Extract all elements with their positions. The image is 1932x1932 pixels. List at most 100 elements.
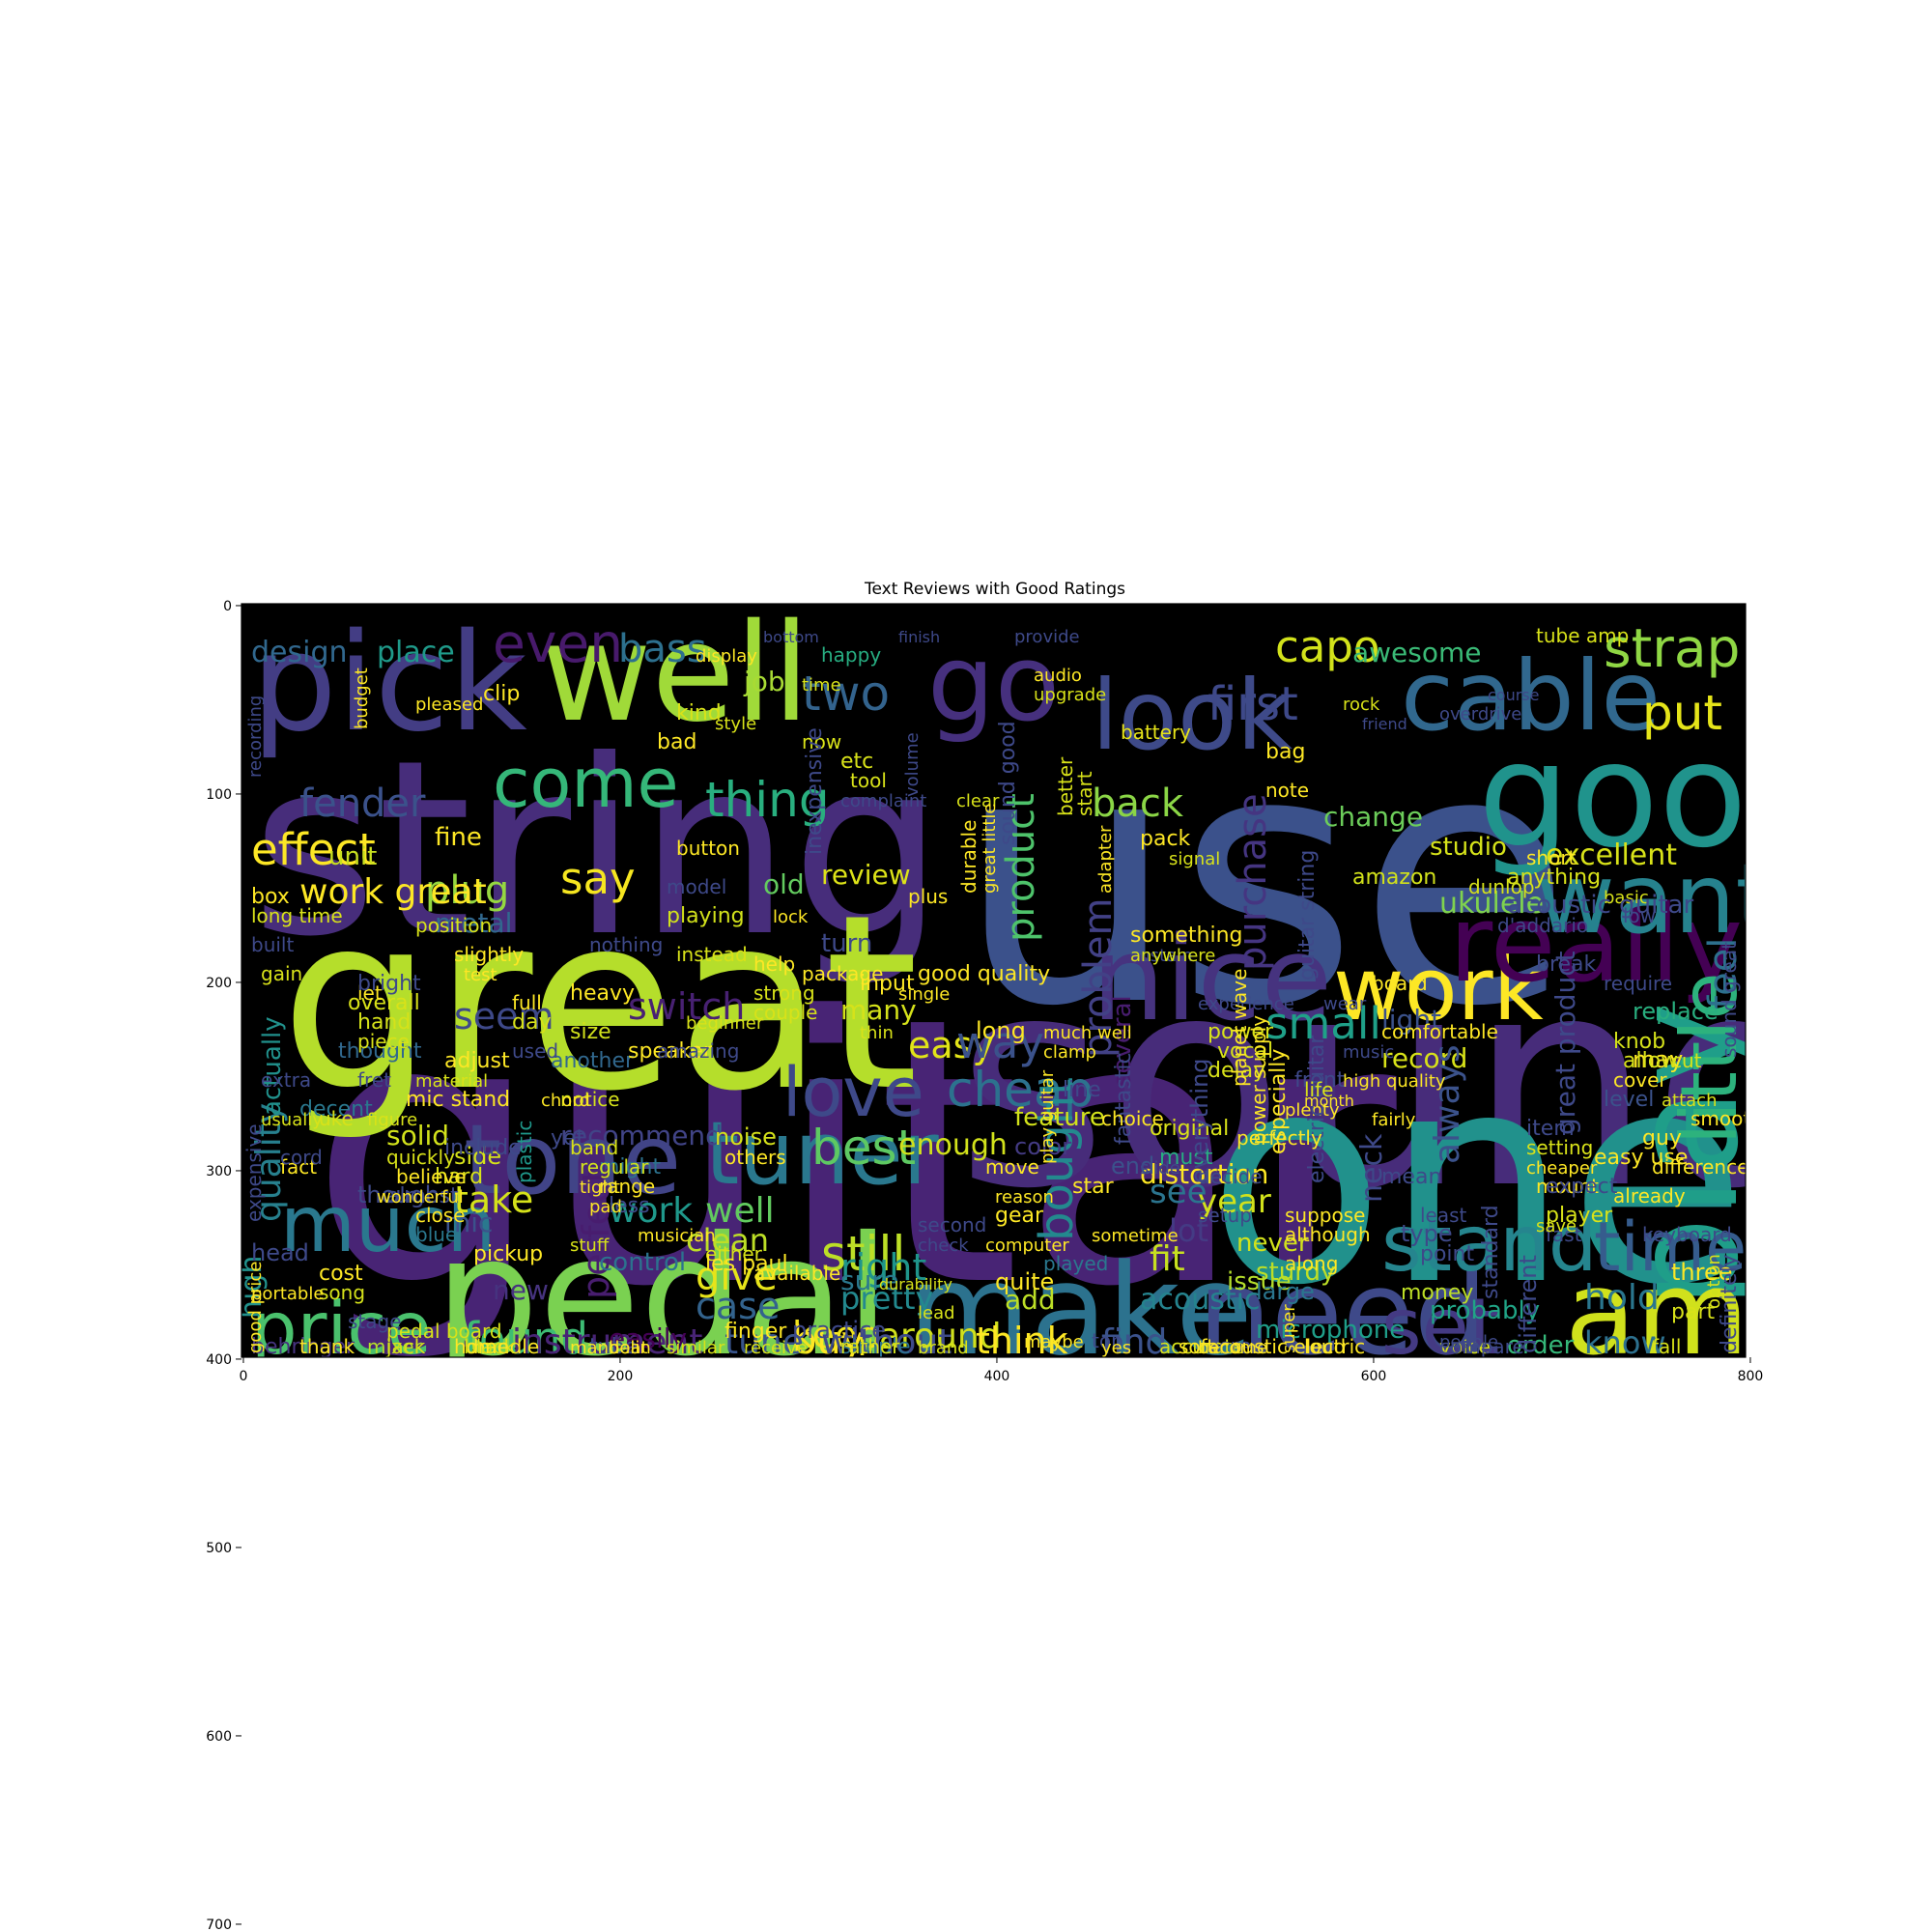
cloud-word: material (415, 1071, 488, 1092)
cloud-word: chord (541, 1091, 590, 1111)
cloud-word: hand (357, 1010, 411, 1035)
y-tick-label: 200 (206, 976, 232, 991)
cloud-word: need (1198, 1247, 1488, 1381)
cloud-word: change (1323, 801, 1423, 833)
cloud-word: fantastic (1112, 1052, 1136, 1145)
cloud-word: complaint (840, 791, 926, 811)
cloud-word: best (811, 1120, 916, 1176)
cloud-word: year (1198, 1182, 1271, 1221)
cloud-word: day (512, 1010, 551, 1035)
cloud-word: speaker (628, 1039, 713, 1064)
cloud-word: star (1072, 1175, 1115, 1199)
cloud-word: break (1536, 952, 1597, 977)
cloud-word: make (908, 1236, 1253, 1383)
cloud-word: much well (1043, 1023, 1132, 1043)
cloud-word: beginner (686, 1013, 764, 1034)
cloud-word: see (1150, 1173, 1208, 1211)
cloud-word: overdrive (1439, 704, 1521, 724)
cloud-word: excellent (1546, 838, 1677, 872)
cloud-word: around (879, 1317, 1002, 1356)
cloud-word: wonderful (377, 1187, 464, 1208)
cloud-word: acoustic guitar (1507, 891, 1693, 920)
cloud-word: thin (860, 1023, 894, 1043)
cloud-word: rock (1343, 695, 1380, 715)
cloud-word: order (1507, 1331, 1575, 1360)
cloud-word: really (1449, 882, 1743, 1006)
cloud-word: stand (1381, 1199, 1598, 1289)
cloud-word: button (676, 837, 740, 860)
cloud-word: easy use (1594, 1146, 1688, 1170)
y-axis: 0 100 200 300 400 500 600 700 (206, 599, 242, 1932)
cloud-word: believe (396, 1165, 467, 1188)
x-tick-label: 400 (984, 1369, 1010, 1384)
cloud-word: box (251, 885, 290, 909)
cloud-word: setup (1198, 1204, 1252, 1227)
cloud-word: cheap (947, 1062, 1094, 1118)
cloud-word: tone (464, 1103, 681, 1216)
cloud-word: string (251, 708, 945, 989)
cloud-word: provide (1014, 627, 1080, 647)
cloud-word: work (609, 1191, 693, 1231)
cloud-word: reason (995, 1187, 1054, 1208)
cloud-word: mixer (367, 1335, 423, 1358)
cloud-word: move (985, 1155, 1039, 1179)
cloud-word: everything (1186, 1058, 1213, 1183)
cloud-word: noise (715, 1123, 777, 1151)
cloud-word: end (1111, 1152, 1154, 1179)
cloud-word: clip (483, 682, 520, 706)
cloud-word: metal (435, 907, 512, 939)
cloud-word: kind (676, 701, 722, 725)
cloud-word: quality (249, 1103, 289, 1222)
cloud-word: switch (628, 985, 745, 1028)
cloud-word: fender (299, 781, 426, 826)
cloud-word: turn (821, 929, 872, 958)
cloud-word: model (667, 875, 726, 898)
cloud-word: anything (1507, 866, 1601, 890)
cloud-word: top (1092, 1329, 1123, 1352)
cloud-word: bought (1030, 1077, 1084, 1241)
cloud-word: go (927, 621, 1060, 745)
cloud-word: pedal (435, 1202, 891, 1393)
cloud-word: record (1381, 1042, 1467, 1074)
cloud-word: feel (1701, 938, 1746, 1009)
cloud-word: clamp (1043, 1042, 1096, 1063)
cloud-word: fairly (1372, 1110, 1416, 1130)
cloud-word: song (319, 1281, 365, 1304)
cloud-word: line (1063, 1078, 1101, 1102)
cloud-word: life (1304, 1078, 1333, 1101)
cloud-word: thank (299, 1335, 355, 1358)
cloud-word: guy (1642, 1126, 1682, 1151)
cloud-word: studio (1430, 833, 1507, 862)
cloud-word: help (753, 952, 795, 976)
cloud-word: now (802, 730, 841, 753)
cloud-word: available (753, 1262, 840, 1285)
cloud-word: keep (792, 1314, 881, 1356)
cloud-word: time (1594, 1208, 1747, 1287)
cloud-word: find (1101, 1322, 1167, 1362)
cloud-word: level (1604, 1088, 1654, 1112)
cloud-word: couple (753, 1001, 817, 1024)
cloud-word: size (570, 1020, 611, 1044)
cloud-word: bad (657, 730, 696, 754)
x-tick-label: 200 (608, 1369, 634, 1384)
cloud-word: comfortable (1381, 1020, 1498, 1043)
cloud-word: say (560, 853, 636, 904)
cloud-word: problem (1076, 897, 1121, 1058)
cloud-word: quickly (386, 1146, 455, 1169)
y-tick-label: 0 (223, 599, 232, 614)
cloud-word: right (840, 1246, 926, 1289)
cloud-word: slightly (454, 943, 524, 966)
cloud-word: portable (251, 1284, 324, 1304)
cloud-word: awesome (1352, 637, 1482, 668)
cloud-word: cover (1613, 1068, 1667, 1092)
cloud-word: handle (473, 1335, 539, 1358)
cloud-word: similar (667, 1338, 725, 1358)
cloud-word: plus (908, 885, 948, 908)
cloud-word: pick (251, 605, 527, 762)
y-tick-label: 300 (206, 1164, 232, 1179)
cloud-word: even (493, 612, 623, 674)
cloud-word: give (696, 1255, 778, 1299)
cloud-word: design (251, 636, 348, 669)
cloud-word: clear (956, 791, 1000, 811)
cloud-word: always (1428, 1044, 1467, 1164)
